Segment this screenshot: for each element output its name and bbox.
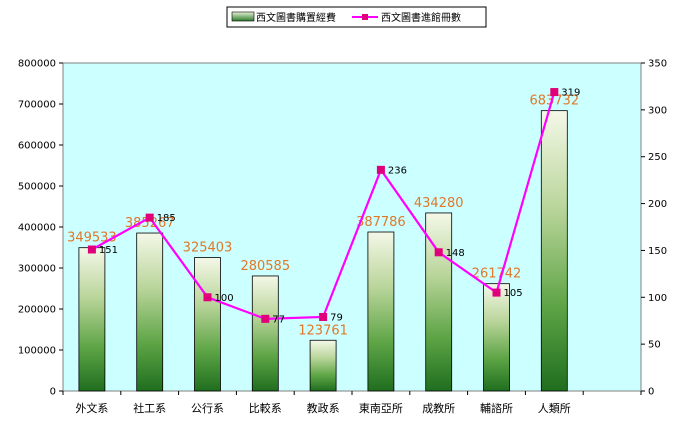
bar: [194, 257, 221, 392]
right-axis-tick-label: 200: [648, 199, 667, 210]
bar-value-label: 387786: [356, 215, 406, 230]
left-axis-tick-label: 700000: [18, 100, 56, 111]
bar-value-labels: 349533 385267 325403 280585 123761 387786 4342…: [67, 94, 579, 339]
line-marker: [203, 293, 212, 302]
category-label: 社工系: [133, 401, 166, 415]
right-axis-tick-label: 50: [648, 340, 661, 351]
bar: [78, 247, 106, 392]
left-axis-tick-label: 0: [50, 387, 56, 398]
category-axis: 外文系 社工系 公行系 比較系 教政系 東南亞所 成教所 輔諮所 人類所: [62, 391, 642, 415]
bar-value-label: 280585: [240, 259, 290, 274]
bar-value-label: 349533: [67, 231, 117, 246]
left-axis-tick-label: 300000: [18, 264, 56, 275]
line-value-label: 100: [215, 293, 234, 304]
line-value-label: 185: [157, 213, 176, 224]
category-label: 輔諮所: [480, 401, 513, 415]
bar-value-label: 123761: [298, 323, 348, 338]
category-label: 比較系: [249, 401, 282, 415]
line-marker: [87, 245, 96, 254]
category-label: 公行系: [191, 402, 224, 415]
legend: 西文圖書購置經費 西文圖書進館冊數: [226, 6, 487, 28]
bar-value-label: 434280: [414, 196, 464, 211]
legend-label-bar-series: 西文圖書購置經費: [256, 11, 336, 24]
category-label: 人類所: [538, 402, 571, 415]
line-marker: [261, 314, 270, 323]
right-axis-tick-label: 350: [648, 59, 667, 70]
line-marker: [492, 288, 501, 297]
left-axis-tick-label: 400000: [18, 223, 56, 234]
bar: [367, 231, 395, 392]
line-series: [87, 88, 559, 323]
bar-value-label: 325403: [183, 241, 233, 256]
bar-series: [78, 110, 568, 392]
left-axis-tick-label: 600000: [18, 141, 56, 152]
line-marker: [434, 248, 443, 257]
bar: [540, 110, 568, 392]
category-label: 東南亞所: [359, 402, 403, 415]
right-axis-tick-label: 100: [648, 293, 667, 304]
left-axis-tick-label: 500000: [18, 182, 56, 193]
legend-bar-swatch: [231, 11, 255, 22]
line-value-label: 105: [504, 288, 523, 299]
line-marker: [550, 88, 559, 97]
bar: [309, 339, 337, 392]
legend-line-marker: [362, 14, 368, 20]
line-marker: [376, 165, 385, 174]
category-label: 成教所: [422, 402, 455, 415]
right-axis-tick-label: 0: [648, 387, 654, 398]
line-value-label: 77: [272, 314, 285, 325]
right-axis-tick-label: 150: [648, 246, 667, 257]
right-axis-tick-label: 300: [648, 105, 667, 116]
left-axis-tick-label: 100000: [18, 346, 56, 357]
legend-label-line-series: 西文圖書進館冊數: [381, 11, 461, 24]
bar: [136, 232, 164, 392]
line-value-label: 148: [446, 248, 465, 259]
bar: [425, 212, 453, 392]
category-label: 教政系: [307, 401, 340, 415]
category-label: 外文系: [75, 401, 108, 415]
bar-value-label: 385267: [125, 216, 175, 231]
bar-value-label: 683732: [529, 94, 579, 109]
line-value-labels: 151 185 100 77 79 236 148 105 319: [99, 88, 580, 326]
bar: [251, 275, 279, 392]
bar: [483, 283, 510, 392]
left-axis-tick-label: 200000: [18, 305, 56, 316]
right-axis: 0 50 100 150 200 250 300 350: [641, 59, 667, 398]
line-value-label: 236: [388, 165, 407, 176]
left-axis: 0 100000 200000 300000 400000 500000 600000 700…: [18, 59, 63, 398]
line-marker: [319, 312, 328, 321]
line-value-label: 319: [561, 88, 580, 99]
bar-value-label: 261742: [472, 267, 522, 282]
line-value-label: 79: [330, 312, 343, 323]
line-value-label: 151: [99, 245, 118, 256]
line-marker: [145, 213, 154, 222]
right-axis-tick-label: 250: [648, 152, 667, 163]
left-axis-tick-label: 800000: [18, 59, 56, 70]
